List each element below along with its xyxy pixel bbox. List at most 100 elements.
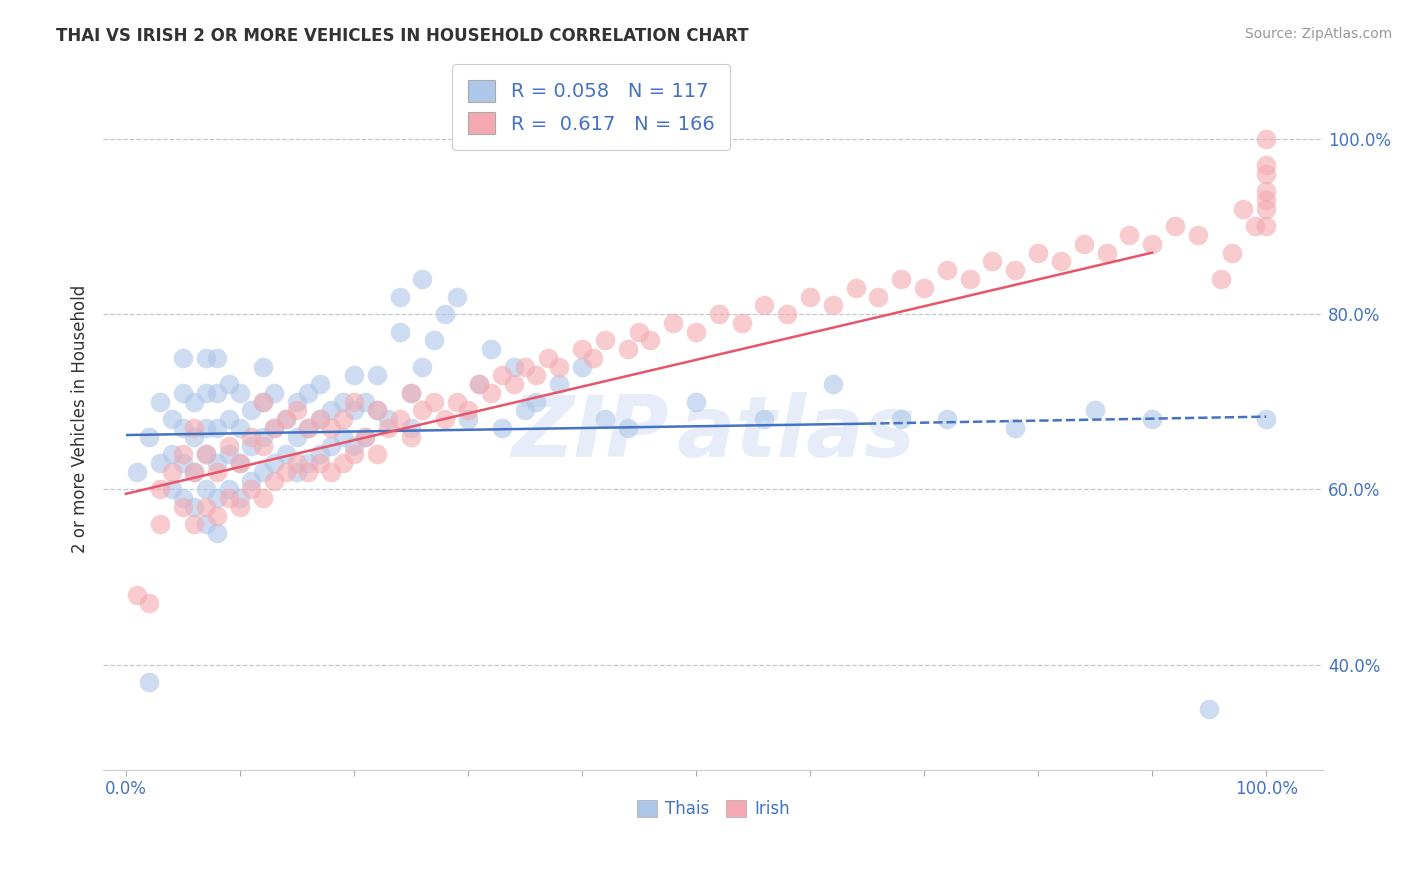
Point [229,500,252,514]
Point [172,447,194,461]
Point [399,386,422,401]
Point [297,456,319,470]
Point [218,483,240,497]
Point [252,394,274,409]
Point [240,483,263,497]
Point [229,421,252,435]
Point [172,351,194,365]
Point [127,465,149,479]
Point [343,368,366,383]
Point [821,377,844,392]
Point [640,334,662,348]
Point [513,403,536,417]
Point [491,421,513,435]
Point [149,517,172,532]
Point [183,517,205,532]
Point [754,412,776,426]
Point [799,289,821,303]
Point [411,272,433,286]
Point [935,263,957,277]
Point [548,377,571,392]
Point [194,351,217,365]
Point [205,491,228,505]
Point [1256,219,1278,234]
Point [138,430,160,444]
Point [240,474,263,488]
Point [399,421,422,435]
Point [332,430,354,444]
Legend: Thais, Irish: Thais, Irish [630,793,796,825]
Text: Source: ZipAtlas.com: Source: ZipAtlas.com [1244,27,1392,41]
Point [366,403,388,417]
Point [160,447,183,461]
Point [194,447,217,461]
Point [1256,131,1278,145]
Point [446,289,468,303]
Point [274,447,297,461]
Text: THAI VS IRISH 2 OR MORE VEHICLES IN HOUSEHOLD CORRELATION CHART: THAI VS IRISH 2 OR MORE VEHICLES IN HOUS… [56,27,749,45]
Point [1198,701,1220,715]
Point [845,281,868,295]
Point [685,325,707,339]
Point [285,456,308,470]
Point [423,334,446,348]
Point [1220,245,1243,260]
Point [571,359,593,374]
Point [172,456,194,470]
Point [1256,158,1278,172]
Point [468,377,491,392]
Point [274,465,297,479]
Point [285,403,308,417]
Point [194,386,217,401]
Point [308,412,330,426]
Point [205,421,228,435]
Point [172,421,194,435]
Point [183,394,205,409]
Point [218,491,240,505]
Point [388,289,411,303]
Point [297,421,319,435]
Point [468,377,491,392]
Point [616,421,638,435]
Point [160,412,183,426]
Point [1118,228,1140,243]
Point [343,403,366,417]
Point [205,465,228,479]
Point [332,412,354,426]
Point [240,430,263,444]
Point [730,316,752,330]
Point [1256,167,1278,181]
Point [194,500,217,514]
Point [149,456,172,470]
Point [343,394,366,409]
Point [252,430,274,444]
Point [685,394,707,409]
Point [160,483,183,497]
Point [205,508,228,523]
Point [321,465,343,479]
Point [194,447,217,461]
Point [194,517,217,532]
Point [1256,202,1278,216]
Point [366,447,388,461]
Point [285,394,308,409]
Point [1256,184,1278,198]
Point [285,430,308,444]
Point [138,596,160,610]
Point [1004,263,1026,277]
Point [332,456,354,470]
Point [479,386,502,401]
Point [321,403,343,417]
Text: ZIP atlas: ZIP atlas [510,392,915,475]
Point [776,307,799,321]
Point [548,359,571,374]
Point [479,342,502,356]
Point [1256,193,1278,207]
Point [127,588,149,602]
Point [890,412,912,426]
Point [172,386,194,401]
Point [821,298,844,312]
Point [423,394,446,409]
Point [890,272,912,286]
Point [263,386,285,401]
